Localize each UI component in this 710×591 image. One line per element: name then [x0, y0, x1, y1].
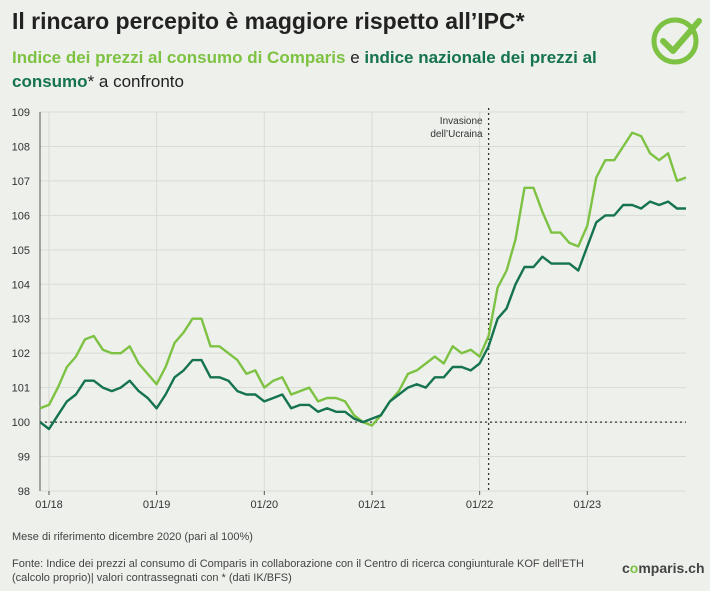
- y-tick-label: 98: [18, 486, 30, 498]
- chart-title: Il rincaro percepito è maggiore rispetto…: [12, 8, 525, 34]
- x-tick-label: 01/22: [466, 499, 494, 511]
- series-line-ipc: [39, 200, 686, 431]
- annotation-label-line2: dell’Ucraina: [430, 129, 483, 140]
- x-tick-label: 01/18: [35, 499, 63, 511]
- y-tick-label: 101: [12, 383, 30, 395]
- brand-logo: comparis.ch: [622, 560, 705, 576]
- y-tick-label: 109: [12, 107, 30, 119]
- line-chart: 98 99 100 101 102 103 104 105 106 107 108 109 01/18…: [12, 107, 687, 511]
- chart-subtitle: Indice dei prezzi al consumo di Comparis…: [12, 46, 602, 94]
- y-tick-label: 108: [12, 141, 30, 153]
- subtitle-connector: e: [345, 48, 365, 67]
- x-tick-label: 01/23: [574, 499, 602, 511]
- source-note: Fonte: Indice dei prezzi al consumo di C…: [12, 558, 584, 584]
- y-tick-label: 102: [12, 348, 30, 360]
- reference-note: Mese di riferimento dicembre 2020 (pari …: [12, 531, 253, 543]
- y-tick-label: 105: [12, 245, 30, 257]
- series-lines: [39, 131, 687, 431]
- y-tick-label: 103: [12, 314, 30, 326]
- y-tick-label: 104: [12, 279, 30, 291]
- y-axis-tick-labels: 98 99 100 101 102 103 104 105 106 107 108 109: [12, 107, 30, 498]
- x-tick-label: 01/19: [143, 499, 171, 511]
- y-tick-label: 99: [18, 452, 30, 464]
- x-tick-label: 01/21: [358, 499, 386, 511]
- chart-grid: [39, 111, 686, 495]
- annotation-label-line1: Invasione: [440, 116, 483, 127]
- y-tick-label: 100: [12, 417, 30, 429]
- checkmark-circle-icon: [651, 17, 702, 65]
- subtitle-ipc-label: indice nazionale dei prezzi al consumo: [12, 48, 597, 91]
- series-line-comparis: [39, 131, 687, 427]
- x-tick-label: 01/20: [251, 499, 279, 511]
- y-tick-label: 107: [12, 176, 30, 188]
- x-axis-tick-labels: 01/18 01/19 01/20 01/21 01/22 01/23: [35, 499, 601, 511]
- subtitle-comparis-label: Indice dei prezzi al consumo di Comparis: [12, 48, 346, 67]
- subtitle-suffix: * a confronto: [87, 72, 184, 91]
- y-tick-label: 106: [12, 210, 30, 222]
